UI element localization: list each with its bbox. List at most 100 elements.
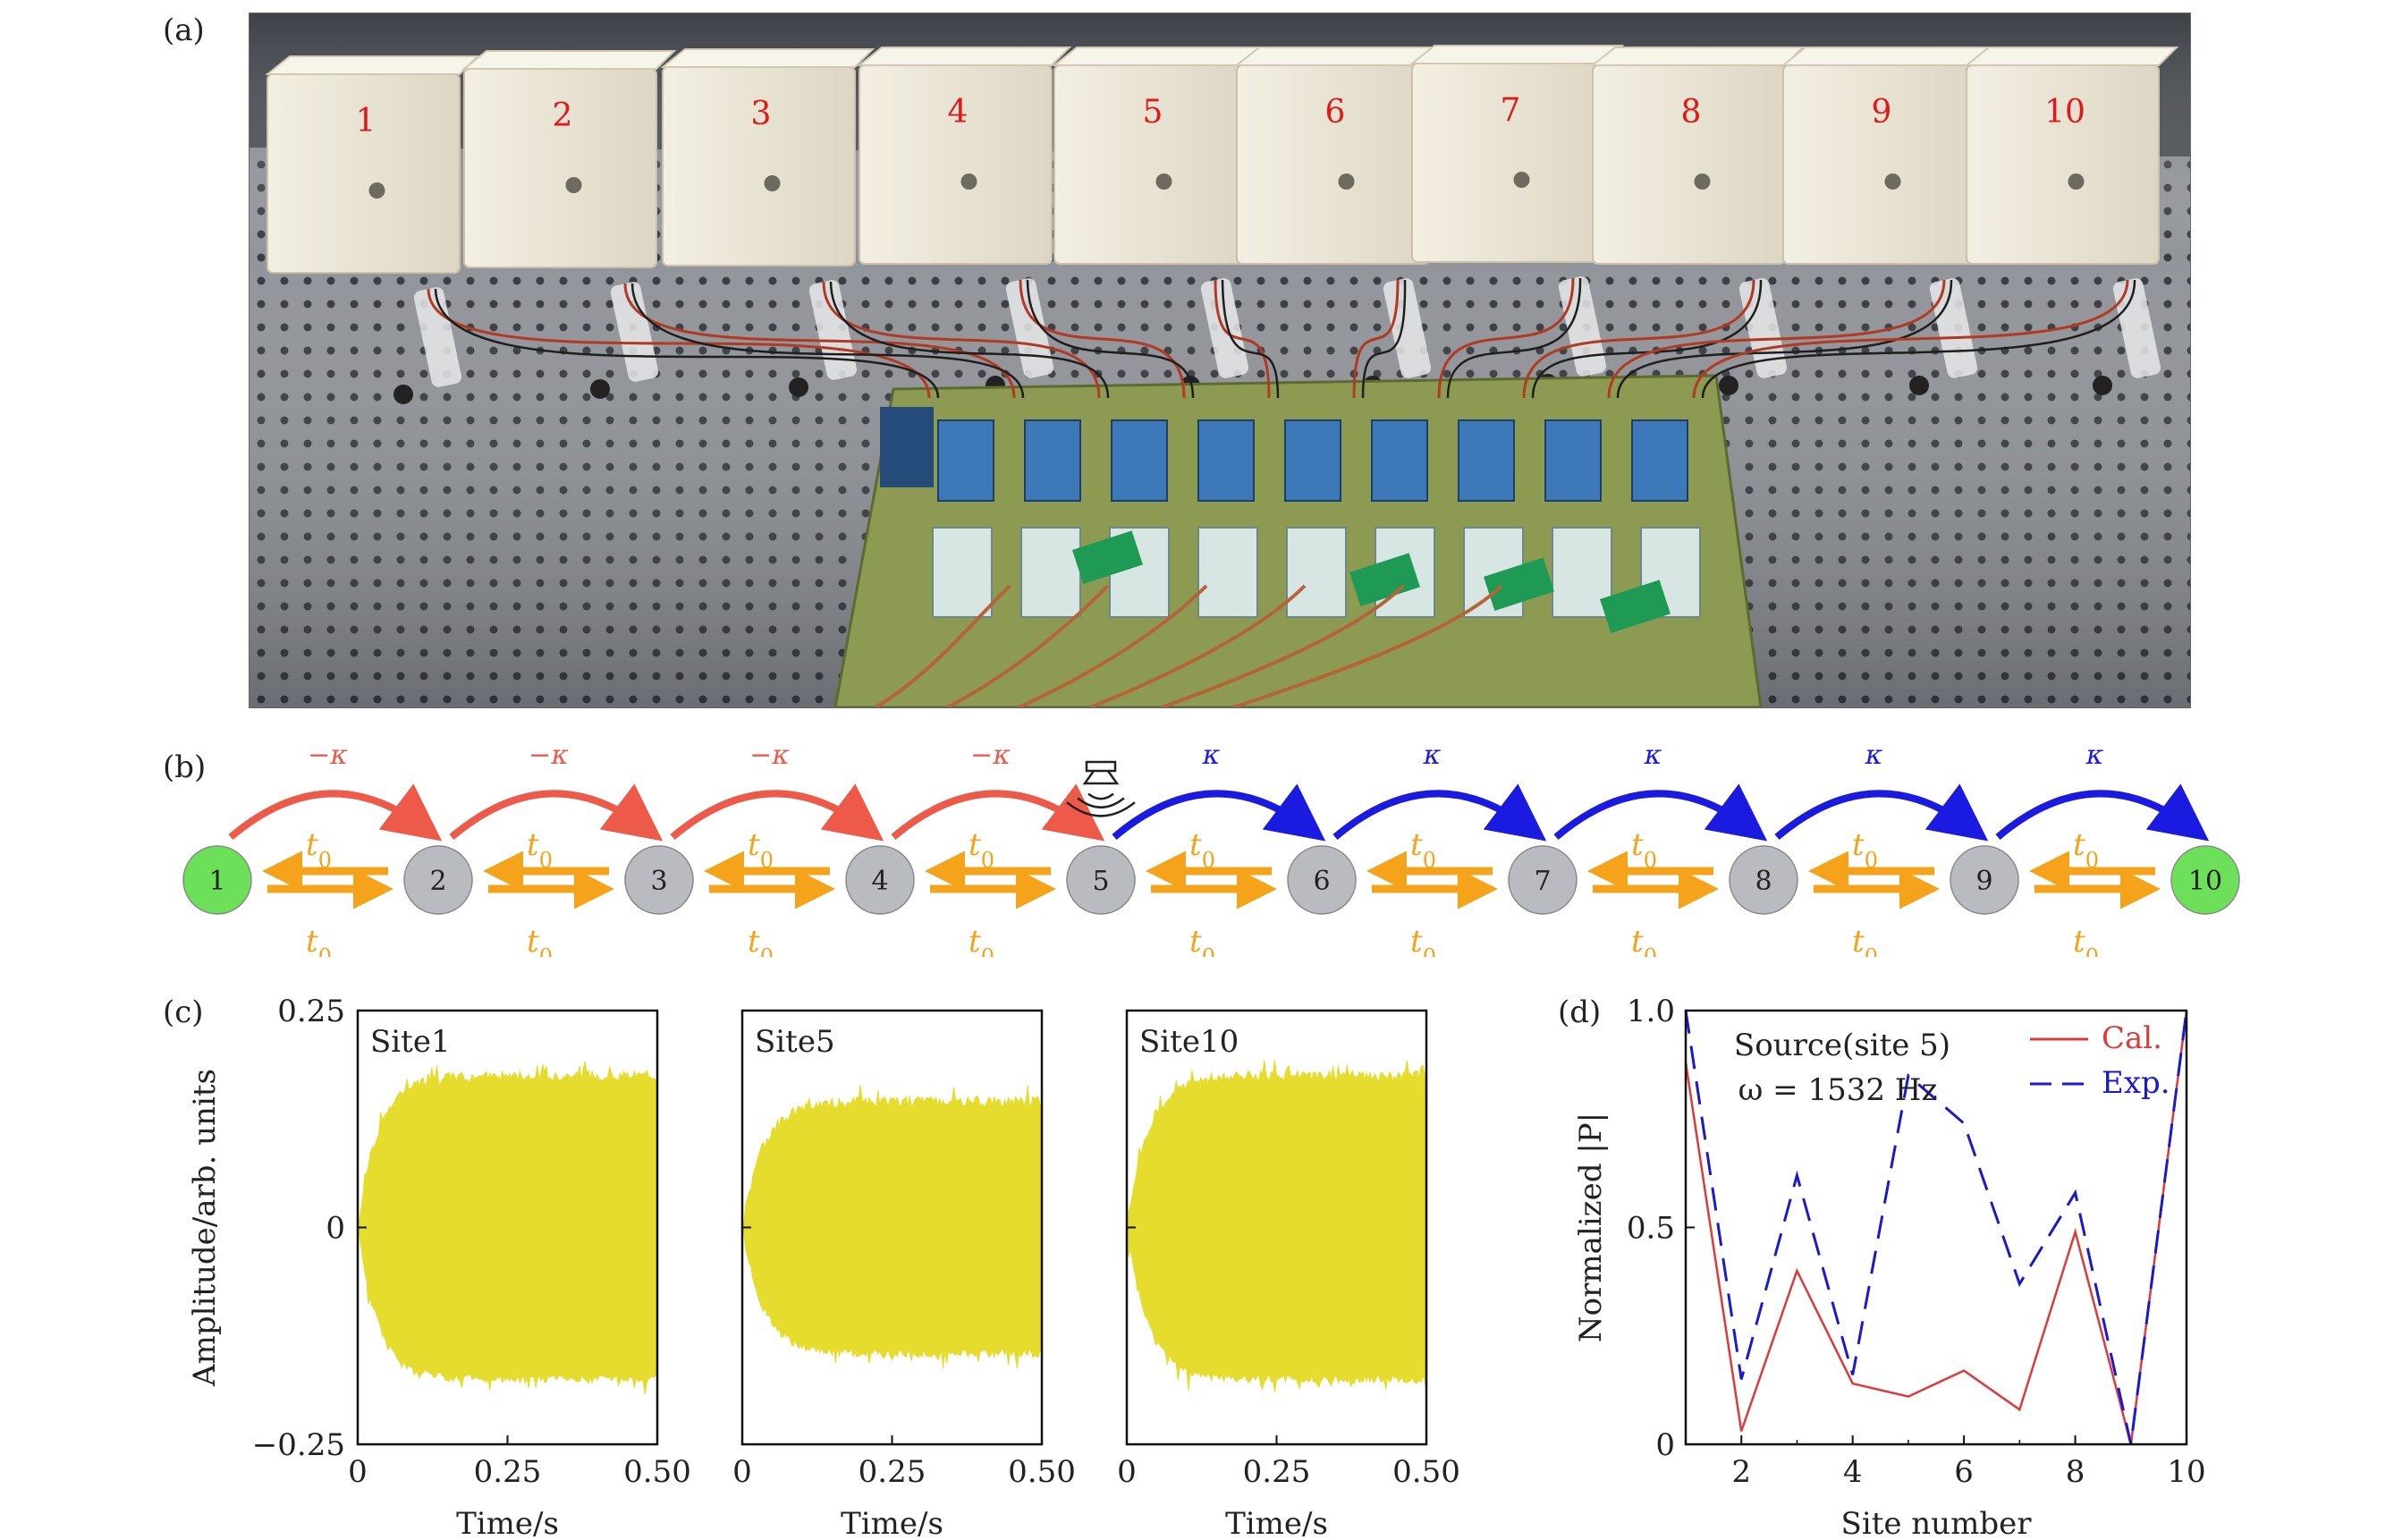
coupling-label: −κ <box>529 740 569 771</box>
amp-module <box>1111 419 1168 502</box>
site-number: 5 <box>1092 866 1109 897</box>
speaker <box>789 377 808 397</box>
box-top <box>1052 47 1267 66</box>
x-tick-label: 4 <box>1843 1454 1863 1490</box>
hopping-sub: 0 <box>760 848 774 873</box>
hopping-sub: 0 <box>1644 848 1657 873</box>
positive-coupling-arc <box>1774 783 1989 842</box>
hopping-label-bottom: t0 <box>527 924 553 957</box>
hopping-label-bottom: t0 <box>748 924 774 957</box>
coupling-label: κ <box>1644 740 1662 771</box>
box-hole <box>1884 173 1901 190</box>
hopping-sub: 0 <box>1202 944 1215 957</box>
x-axis-label: Time/s <box>841 1506 943 1540</box>
hopping-label-top: t0 <box>1852 827 1878 873</box>
wire <box>1692 279 2129 399</box>
hopping-label-bottom: t0 <box>1631 924 1657 957</box>
speaker <box>590 379 610 399</box>
x-tick-label: 6 <box>1954 1454 1974 1490</box>
hopping-label-top: t0 <box>969 827 994 873</box>
green-tape <box>1072 530 1143 585</box>
speaker <box>2093 376 2112 395</box>
box-number: 4 <box>947 94 969 131</box>
amp-module <box>1458 419 1515 502</box>
coupling-label: −κ <box>308 740 348 771</box>
hopping-sub: 0 <box>981 848 994 873</box>
x-axis-label: Time/s <box>456 1506 559 1540</box>
amp-module <box>937 419 994 502</box>
coupling-label: κ <box>1202 740 1221 771</box>
hopping-sub: 0 <box>539 848 553 873</box>
hopping-sub: 0 <box>2085 848 2099 873</box>
hopping-label-top: t0 <box>1631 827 1657 873</box>
x-tick-label: 0.50 <box>623 1454 691 1490</box>
box-number: 7 <box>1500 92 1521 129</box>
box-number: 10 <box>2044 94 2085 131</box>
site-number: 1 <box>208 866 225 897</box>
coax-cable <box>874 584 1011 707</box>
hopping-label-top: t0 <box>1189 827 1215 873</box>
sensor-module <box>1197 527 1258 618</box>
wire <box>1607 279 1946 399</box>
waveform-fill <box>357 1061 658 1395</box>
green-tape <box>1484 557 1554 612</box>
site-node <box>1287 845 1357 915</box>
panel-label-d: (d) <box>1558 994 1602 1030</box>
hopping-sub: 0 <box>1644 944 1657 957</box>
y-tick-label: 0.5 <box>1627 1211 1675 1247</box>
coax-cable <box>1161 584 1405 707</box>
wire <box>1701 279 2136 399</box>
box-number: 2 <box>552 97 573 134</box>
hopping-label-bottom: t0 <box>1189 924 1215 957</box>
wire <box>630 283 1025 399</box>
amp-module <box>1284 419 1341 502</box>
speaker-tube <box>413 287 462 387</box>
green-tape <box>1349 553 1420 607</box>
y-tick-label: 0 <box>326 1211 345 1247</box>
wire <box>434 288 940 399</box>
site-node <box>403 845 473 915</box>
series-line-exp <box>1684 1010 2188 1445</box>
sensor-module <box>1020 527 1081 618</box>
hopping-sub: 0 <box>1423 848 1436 873</box>
site-number: 4 <box>871 866 888 897</box>
site-node <box>1066 845 1136 915</box>
hopping-label-top: t0 <box>2073 827 2099 873</box>
hopping-sub: 0 <box>318 848 332 873</box>
hopping-label-top: t0 <box>306 827 332 873</box>
wire <box>1522 279 1755 399</box>
y-tick-label: −0.25 <box>252 1427 345 1463</box>
speaker <box>393 385 413 404</box>
box-number: 1 <box>355 103 376 140</box>
chain-diagram: t0 t0 t0 t0 t0 t0 t0 t0 t0 t0 t0 t0 t0 t0 t0 t0 t0 t0 −κ −κ… <box>182 740 2240 957</box>
amp-module <box>1631 419 1688 502</box>
wire <box>829 281 1110 399</box>
wires <box>427 277 2136 707</box>
box-top <box>1590 47 1806 66</box>
waveform-label: Site5 <box>755 1024 835 1060</box>
speaker-icon <box>1066 760 1136 817</box>
hopping-label-bottom: t0 <box>969 924 994 957</box>
amp-module <box>1371 419 1428 502</box>
coupling-label: −κ <box>970 740 1011 771</box>
hopping-label-bottom: t0 <box>306 924 332 957</box>
y-axis-label: Amplitude/arb. units <box>187 1069 223 1387</box>
panel-label-c: (c) <box>163 994 204 1030</box>
positive-coupling-arc <box>1995 783 2210 842</box>
speaker-tube <box>2112 278 2161 378</box>
legend-label: Exp. <box>2102 1065 2170 1101</box>
wire <box>1437 277 1575 399</box>
box-hole <box>960 173 977 190</box>
box-number: 9 <box>1871 94 1892 131</box>
wire <box>822 281 1101 399</box>
hopping-label-bottom: t0 <box>1410 924 1436 957</box>
x-tick-label: 8 <box>2066 1454 2085 1490</box>
negative-coupling-arc <box>449 783 664 842</box>
panel-label-b: (b) <box>163 749 207 785</box>
box-top <box>1409 45 1625 64</box>
annotation-frequency: ω = 1532 Hz <box>1738 1072 1938 1108</box>
coax-cable <box>1089 584 1307 707</box>
site-number: 2 <box>429 866 446 897</box>
positive-coupling-arc <box>1112 783 1326 842</box>
x-axis-label: Site number <box>1841 1506 2033 1540</box>
